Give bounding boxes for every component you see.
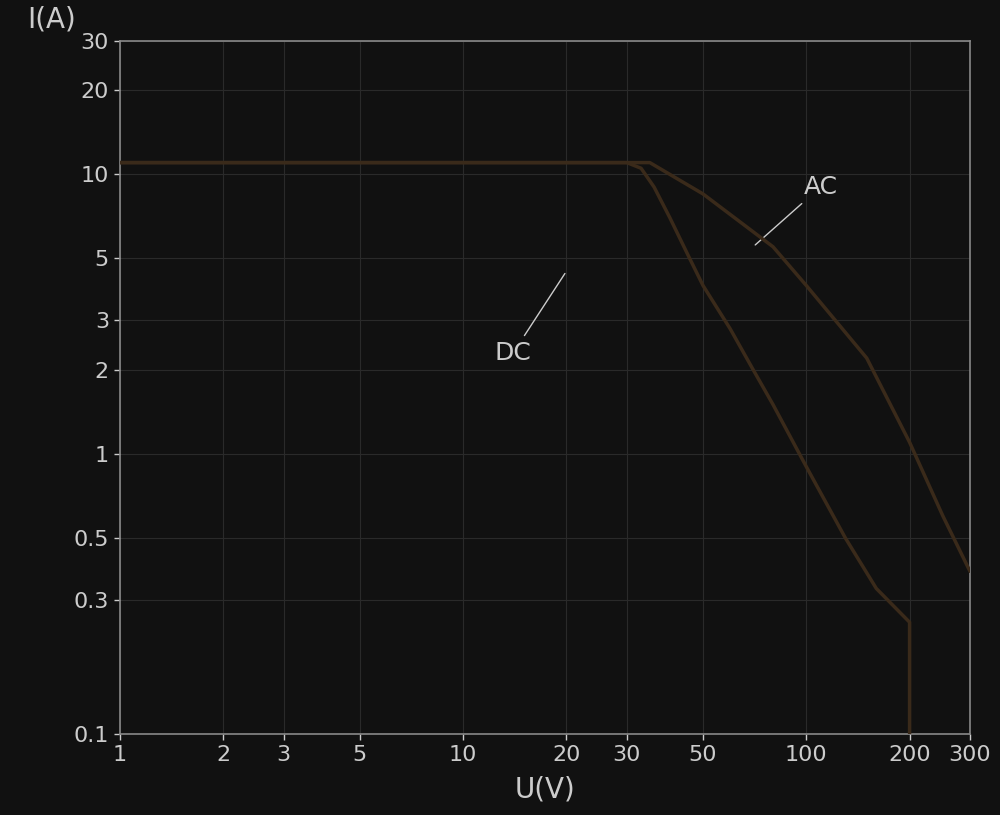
Text: AC: AC	[755, 175, 837, 245]
Text: DC: DC	[495, 274, 565, 364]
Y-axis label: I(A): I(A)	[28, 6, 76, 33]
X-axis label: U(V): U(V)	[515, 776, 575, 804]
